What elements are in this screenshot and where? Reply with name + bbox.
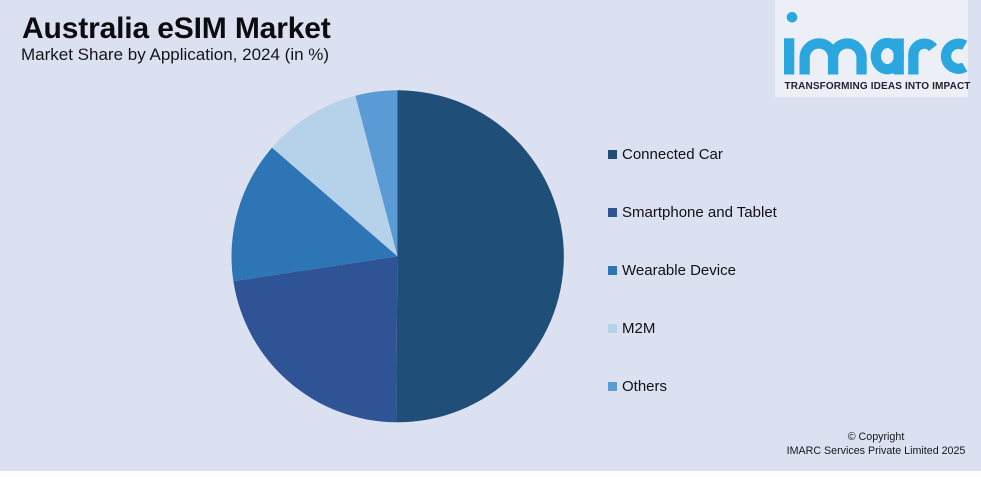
- svg-text:TRANSFORMING IDEAS INTO IMPACT: TRANSFORMING IDEAS INTO IMPACT: [785, 81, 971, 92]
